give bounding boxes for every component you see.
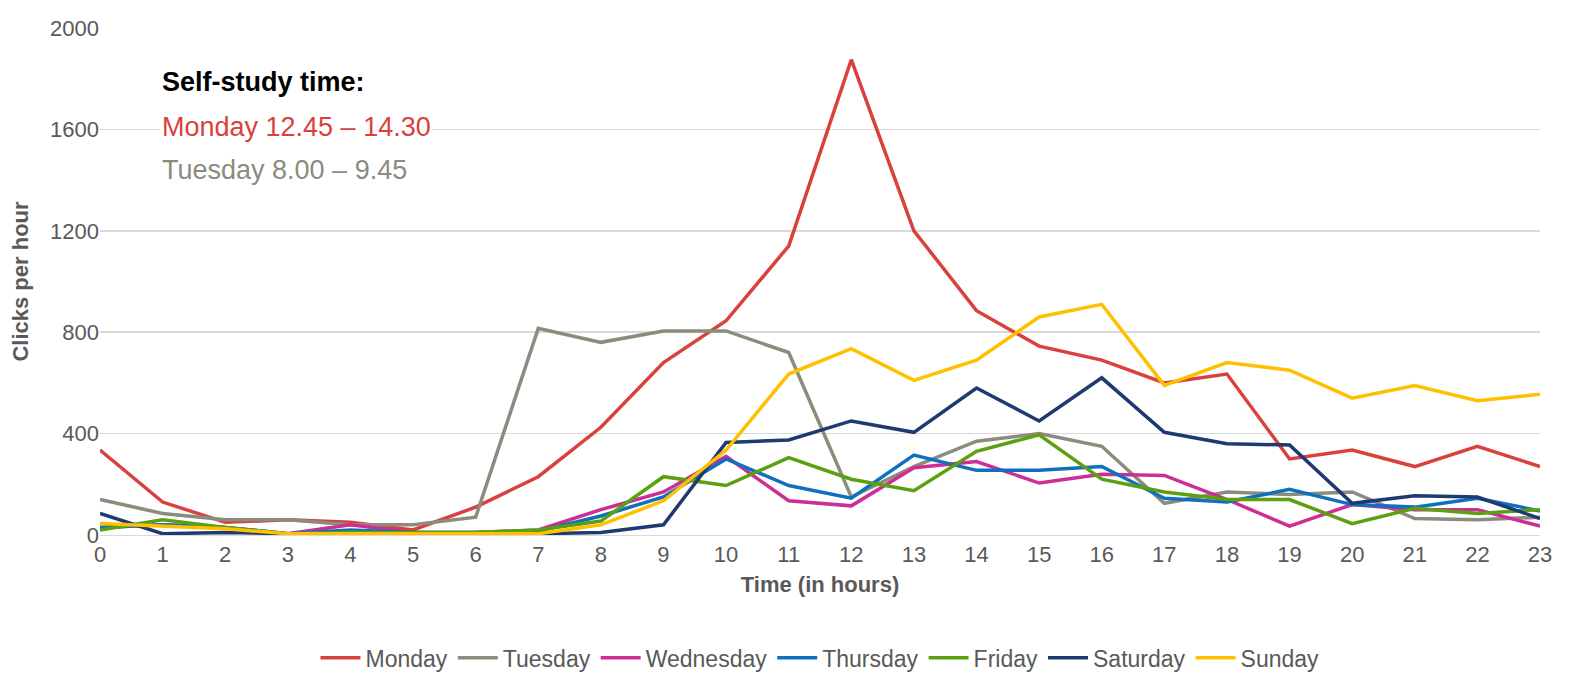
svg-text:800: 800 [62,320,99,345]
svg-text:4: 4 [344,542,356,567]
svg-text:12: 12 [839,542,863,567]
svg-text:6: 6 [470,542,482,567]
svg-text:8: 8 [595,542,607,567]
svg-text:5: 5 [407,542,419,567]
svg-text:10: 10 [714,542,738,567]
svg-text:3: 3 [282,542,294,567]
svg-text:Monday 12.45 – 14.30: Monday 12.45 – 14.30 [162,112,431,142]
svg-text:9: 9 [657,542,669,567]
svg-text:2000: 2000 [50,16,99,41]
svg-text:Time (in hours): Time (in hours) [741,572,900,597]
svg-text:Tuesday: Tuesday [503,646,591,672]
svg-text:0: 0 [94,542,106,567]
svg-text:19: 19 [1277,542,1301,567]
svg-text:400: 400 [62,421,99,446]
svg-text:1200: 1200 [50,219,99,244]
svg-text:Clicks per hour: Clicks per hour [8,201,33,362]
svg-text:13: 13 [902,542,926,567]
svg-text:0: 0 [87,523,99,548]
svg-text:17: 17 [1152,542,1176,567]
svg-text:Sunday: Sunday [1241,646,1320,672]
svg-text:21: 21 [1403,542,1427,567]
svg-text:Tuesday 8.00 – 9.45: Tuesday 8.00 – 9.45 [162,155,407,185]
svg-text:20: 20 [1340,542,1364,567]
svg-text:2: 2 [219,542,231,567]
svg-text:1600: 1600 [50,117,99,142]
svg-text:11: 11 [777,542,800,567]
svg-text:Monday: Monday [366,646,448,672]
svg-text:Friday: Friday [974,646,1038,672]
svg-text:1: 1 [156,542,168,567]
svg-text:23: 23 [1528,542,1552,567]
svg-text:15: 15 [1027,542,1051,567]
svg-text:Wednesday: Wednesday [646,646,768,672]
svg-text:22: 22 [1465,542,1489,567]
svg-text:14: 14 [964,542,988,567]
svg-text:16: 16 [1089,542,1113,567]
svg-text:Thursday: Thursday [822,646,918,672]
svg-text:7: 7 [532,542,544,567]
svg-text:Self-study time:: Self-study time: [162,67,365,97]
svg-text:18: 18 [1215,542,1239,567]
svg-text:Saturday: Saturday [1093,646,1186,672]
